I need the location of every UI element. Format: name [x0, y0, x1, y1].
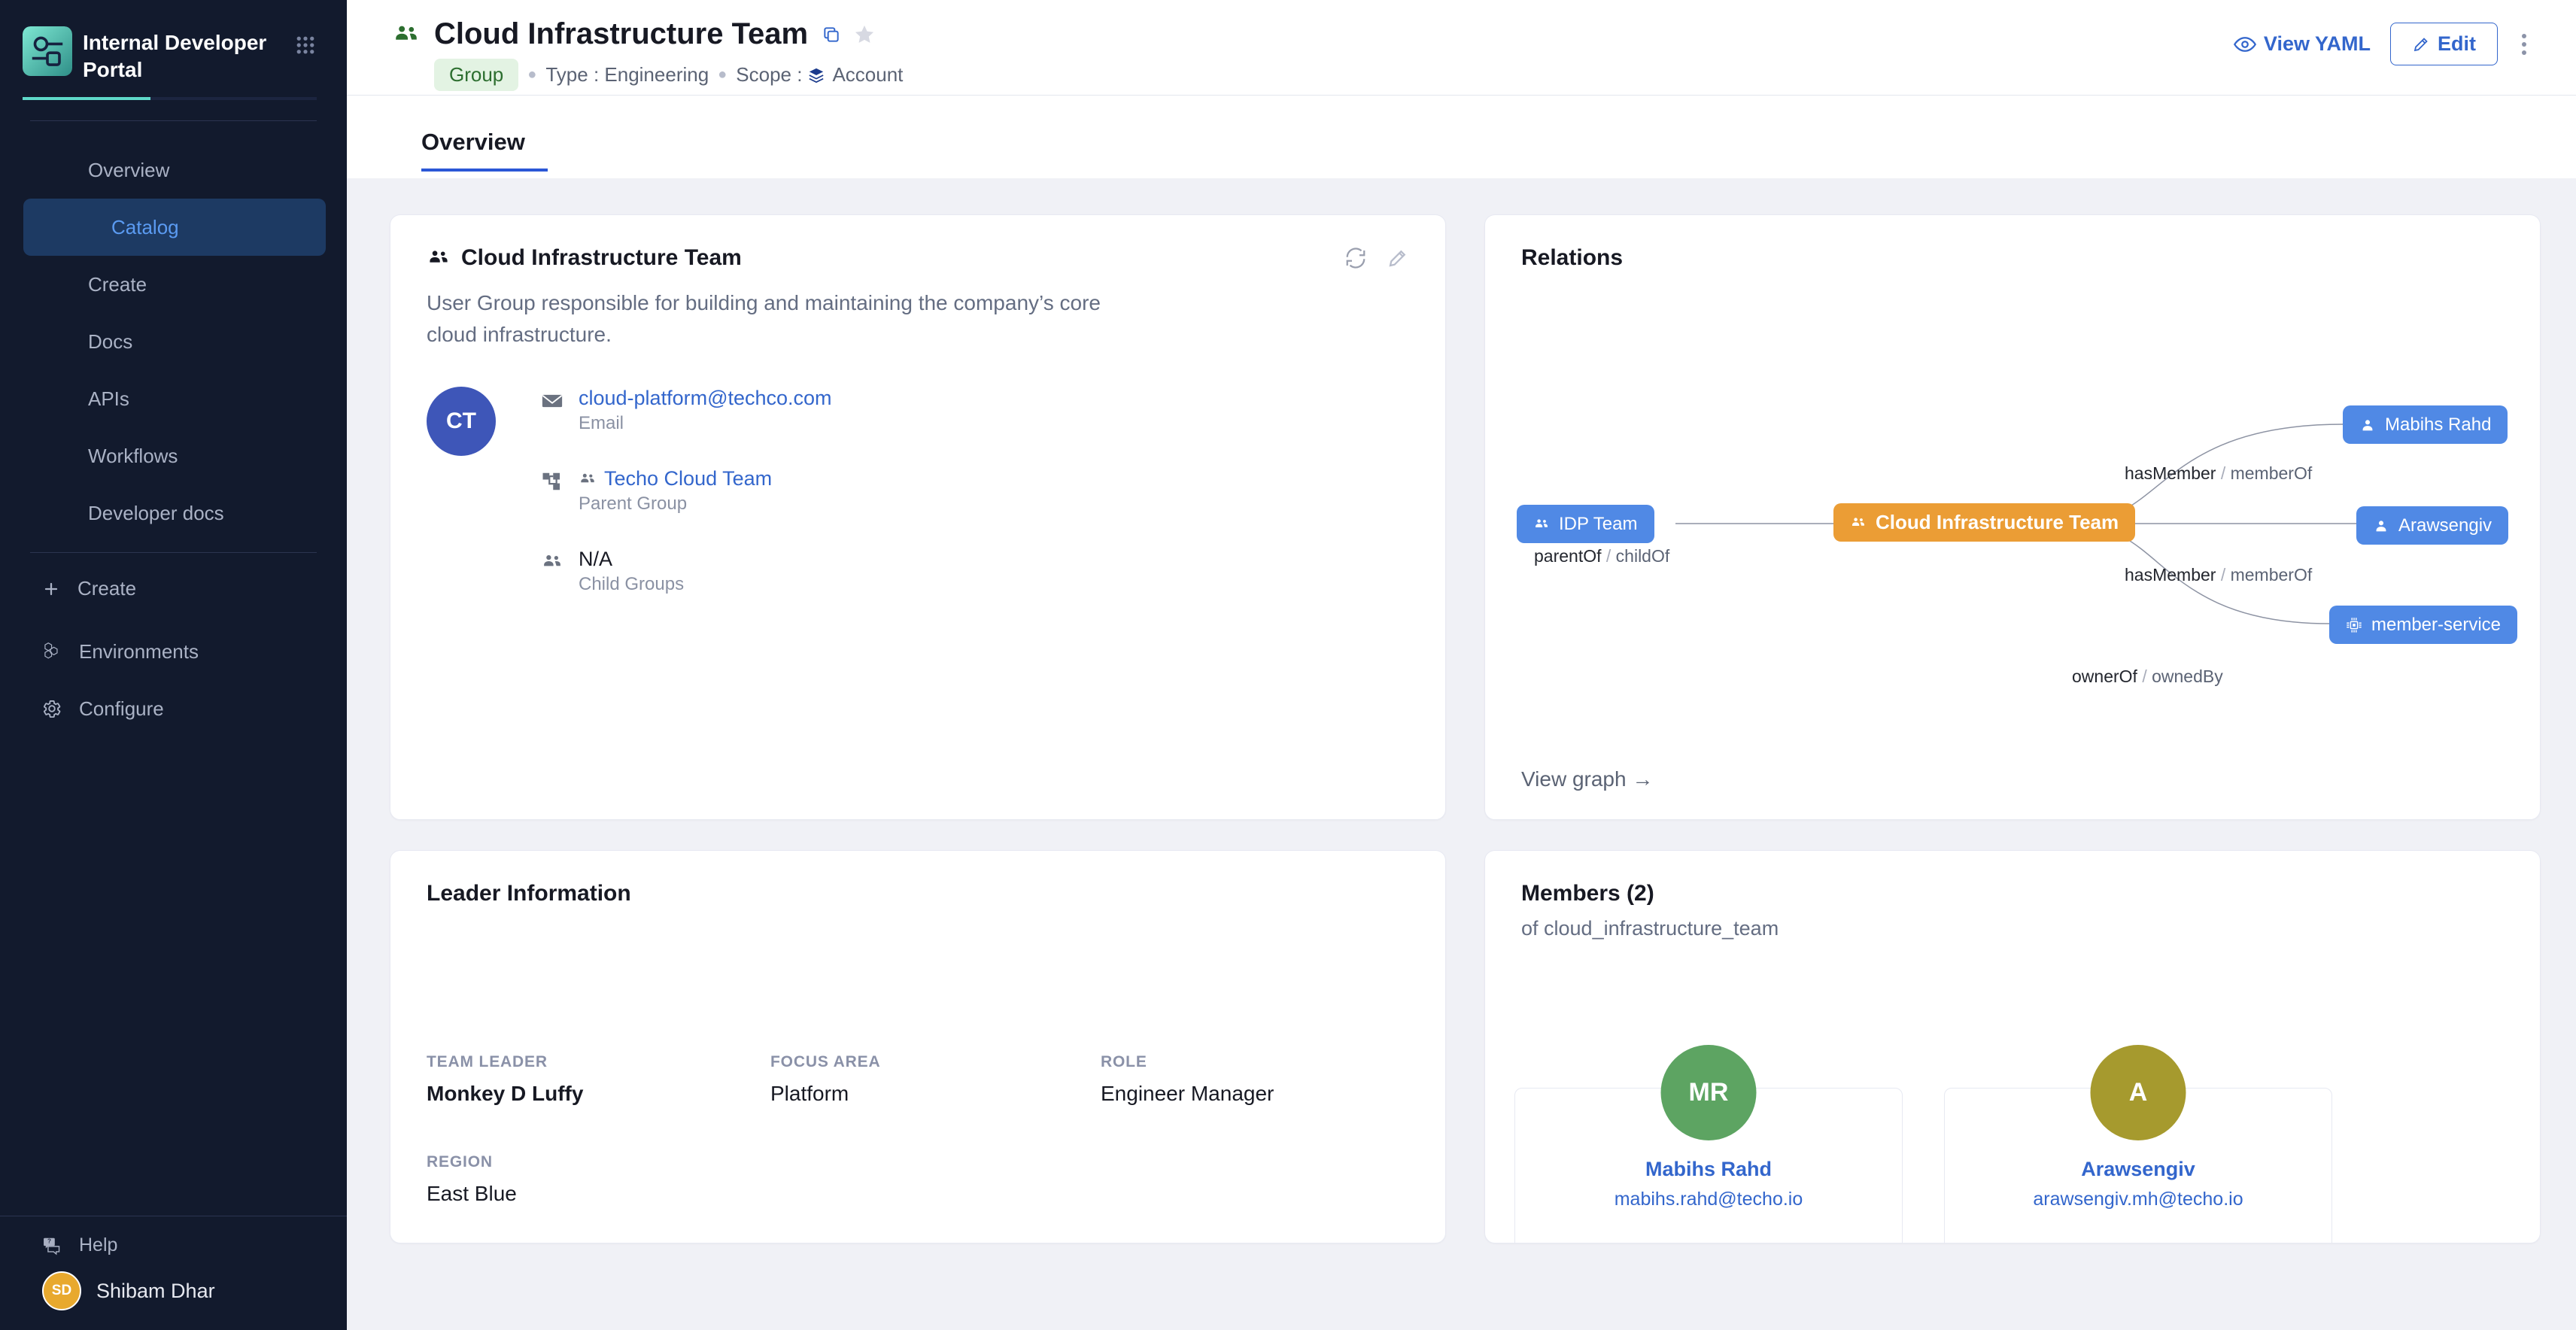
svg-text:?: ? — [47, 1237, 51, 1244]
